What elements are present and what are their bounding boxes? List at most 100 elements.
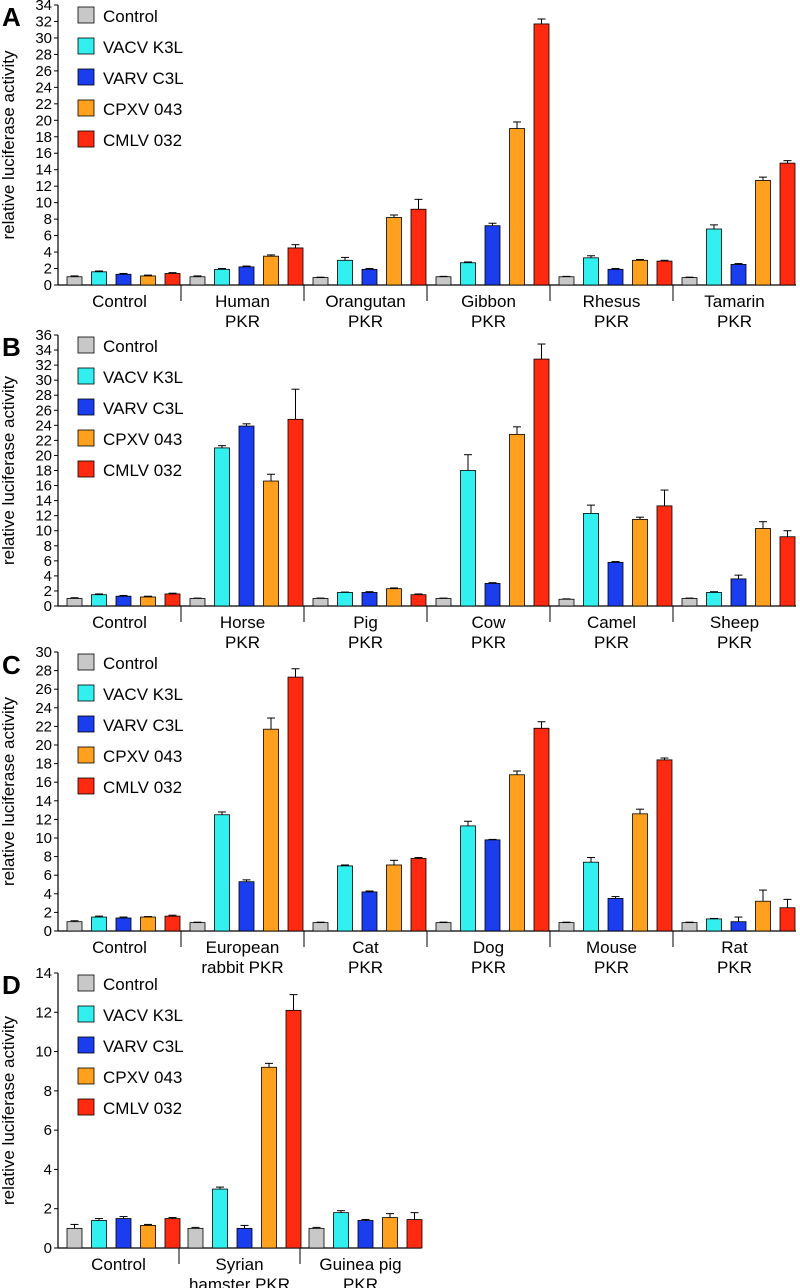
bar [189,598,206,607]
bar [656,260,673,286]
bar [533,727,550,932]
y-tick-label: 28 [35,46,52,63]
y-tick-label: 18 [35,756,52,773]
legend-swatch [77,6,95,24]
y-tick-label: 26 [35,63,52,80]
bar [755,528,771,607]
bar [66,276,83,286]
bar [287,676,304,932]
y-tick-label: 22 [35,718,52,735]
group-label: Rat [721,938,748,957]
bar [361,268,378,286]
y-tick-label: 10 [35,195,52,212]
legend-label: Control [103,337,158,356]
bar [583,257,599,286]
group-label: Cow [471,613,506,632]
bar [337,865,353,932]
group-label: PKR [348,958,383,977]
legend-swatch [77,1067,95,1085]
y-tick-label: 12 [35,811,52,828]
bar [312,277,329,286]
y-tick-label: 36 [35,327,52,344]
y-tick-label: 26 [35,681,52,698]
bar [730,578,747,607]
bar [406,1219,423,1249]
group-label: Orangutan [325,292,405,311]
y-tick-label: 30 [35,30,52,47]
bar [91,271,107,286]
bar [410,208,427,286]
group-label: PKR [343,1275,378,1288]
y-tick-label: 24 [35,700,52,717]
y-tick-label: 28 [35,663,52,680]
y-tick-label: 6 [44,867,52,884]
bar [189,276,206,286]
bar [115,273,132,286]
bar [681,277,698,286]
bar [460,262,476,286]
bar [337,259,353,286]
bar [386,864,402,932]
y-tick-label: 2 [44,904,52,921]
bar [140,1225,156,1249]
bar [533,23,550,286]
y-tick-label: 0 [44,598,52,615]
legend-swatch [77,1098,95,1116]
bar [460,470,476,607]
bar [287,418,304,607]
y-tick-label: 16 [35,145,52,162]
bar [214,268,230,286]
bar [607,561,624,607]
legend-label: Control [103,975,158,994]
group-label: PKR [225,312,260,331]
group-label: hamster PKR [189,1275,290,1288]
y-tick-label: 16 [35,478,52,495]
bar [238,425,255,607]
legend-label: CPXV 043 [103,747,182,766]
group-label: PKR [471,633,506,652]
y-tick-label: 6 [44,1122,52,1139]
legend-label: VARV C3L [103,399,184,418]
bar [66,921,83,932]
bar [435,598,452,607]
y-tick-label: 2 [44,261,52,278]
bar [261,1066,277,1249]
bar [533,358,550,607]
legend-swatch [77,974,95,992]
y-tick-label: 0 [44,1240,52,1257]
bar [115,917,132,932]
bar [91,594,107,607]
bar [583,513,599,607]
group-label: PKR [225,633,260,652]
bar [558,598,575,607]
y-tick-label: 18 [35,129,52,146]
y-tick-label: 14 [35,162,52,179]
bar [164,593,181,607]
bar [632,259,648,286]
bar [410,858,427,932]
bar [484,839,501,932]
group-label: Guinea pig [319,1255,401,1274]
legend-label: CPXV 043 [103,430,182,449]
bar [779,162,796,286]
bar [410,594,427,607]
bar [164,1218,181,1249]
bar [509,774,525,932]
bar [140,916,156,932]
panel-letter: D [2,970,21,1000]
bar [236,1227,253,1249]
legend-swatch [77,99,95,117]
group-label: Horse [220,613,265,632]
y-tick-label: 18 [35,463,52,480]
legend-swatch [77,1005,95,1023]
y-tick-label: 2 [44,583,52,600]
y-tick-label: 12 [35,508,52,525]
legend-label: CMLV 032 [103,131,182,150]
bar [558,922,575,932]
bar [337,592,353,607]
panel-letter: A [2,2,21,32]
y-tick-label: 34 [35,342,52,359]
bar [263,255,279,286]
bar [140,275,156,286]
